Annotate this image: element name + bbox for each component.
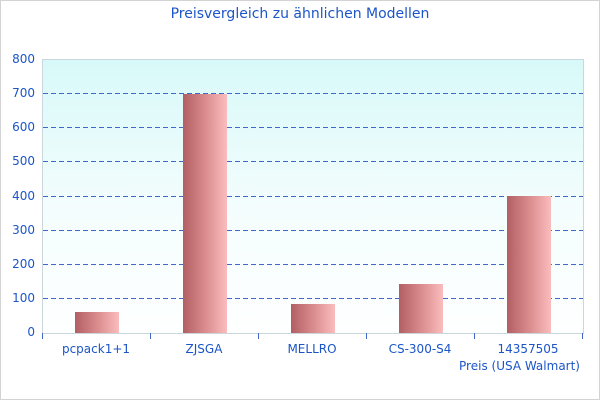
- x-axis-tick: [474, 333, 475, 339]
- y-axis-label-300: 300: [12, 222, 35, 237]
- gridline-100: [43, 297, 583, 299]
- x-axis-tick: [258, 333, 259, 339]
- x-axis-title: Preis (USA Walmart): [459, 359, 580, 373]
- bar-ZJSGA: [183, 94, 227, 333]
- y-axis-label-400: 400: [12, 188, 35, 203]
- x-axis-tick: [366, 333, 367, 339]
- bar-14357505: [507, 196, 551, 333]
- x-axis-category-label-pcpack1+1: pcpack1+1: [61, 342, 131, 356]
- gridline-700: [43, 93, 583, 95]
- gridline-300: [43, 229, 583, 231]
- x-axis-category-label-ZJSGA: ZJSGA: [185, 342, 223, 356]
- gridline-600: [43, 127, 583, 129]
- x-axis-tick: [150, 333, 151, 339]
- bar-CS-300-S4: [399, 284, 443, 333]
- gridline-500: [43, 161, 583, 163]
- y-axis-label-800: 800: [12, 52, 35, 66]
- x-axis-category-label-14357505: 14357505: [497, 342, 559, 356]
- x-axis-tick: [42, 333, 43, 339]
- gridline-200: [43, 263, 583, 265]
- bar-MELLRO: [291, 303, 335, 333]
- y-axis-label-0: 0: [27, 325, 35, 339]
- x-axis-category-label-CS-300-S4: CS-300-S4: [388, 342, 452, 356]
- bar-pcpack1+1: [75, 311, 119, 333]
- plot-area: [42, 59, 584, 334]
- x-axis-tick: [582, 333, 583, 339]
- y-axis-label-700: 700: [12, 86, 35, 101]
- gridline-400: [43, 195, 583, 197]
- y-axis-label-600: 600: [12, 120, 35, 135]
- y-axis-label-100: 100: [12, 290, 35, 305]
- y-axis-label-500: 500: [12, 154, 35, 169]
- x-axis-category-label-MELLRO: MELLRO: [287, 342, 337, 356]
- chart-title: Preisvergleich zu ähnlichen Modellen: [170, 6, 430, 22]
- y-axis-label-200: 200: [12, 256, 35, 271]
